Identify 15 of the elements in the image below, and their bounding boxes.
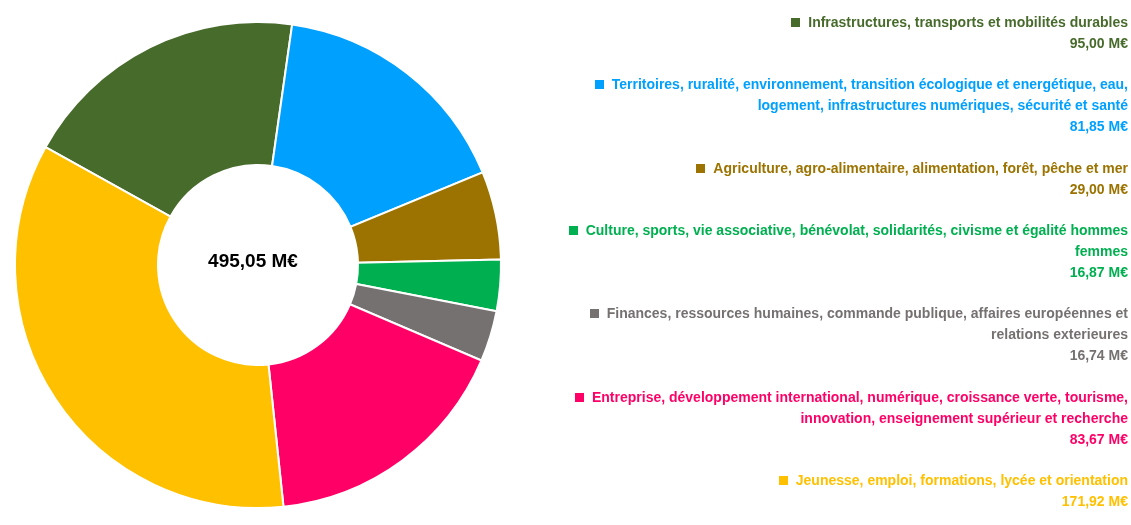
- data-label: 16,87 M€: [1068, 263, 1128, 282]
- legend-label: Culture, sports, vie associative, bénévolat, solidarités, civisme et égalité hommes femmes: [584, 221, 1128, 261]
- legend-label: Territoires, ruralité, environnement, transition écologique et energétique, eau, logement, infrastructures numériques, sécurité et santé: [610, 75, 1128, 116]
- legend-label: Agriculture, agro-alimentaire, alimentation, forêt, pêche et mer: [712, 158, 1128, 178]
- legend-label: Infrastructures, transports et mobilités durables: [807, 13, 1128, 32]
- data-label: 16,74 M€: [1068, 346, 1128, 366]
- legend-label: Finances, ressources humaines, commande publique, affaires européennes et relations exterieures: [605, 304, 1128, 345]
- text: 495,05 M€: [208, 249, 299, 271]
- legend-label: Jeunesse, emploi, formations, lycée et orientation: [794, 470, 1128, 490]
- data-label: 81,85 M€: [1068, 117, 1128, 137]
- legend-label: Entreprise, développement international, numérique, croissance verte, tourisme, innovation, enseignement supérieur et recherche: [590, 387, 1128, 428]
- data-label: 29,00 M€: [1068, 179, 1128, 199]
- data-label: 83,67 M€: [1068, 429, 1128, 449]
- data-label: 171,92 M€: [1060, 491, 1128, 511]
- data-label: 95,00 M€: [1068, 34, 1128, 53]
